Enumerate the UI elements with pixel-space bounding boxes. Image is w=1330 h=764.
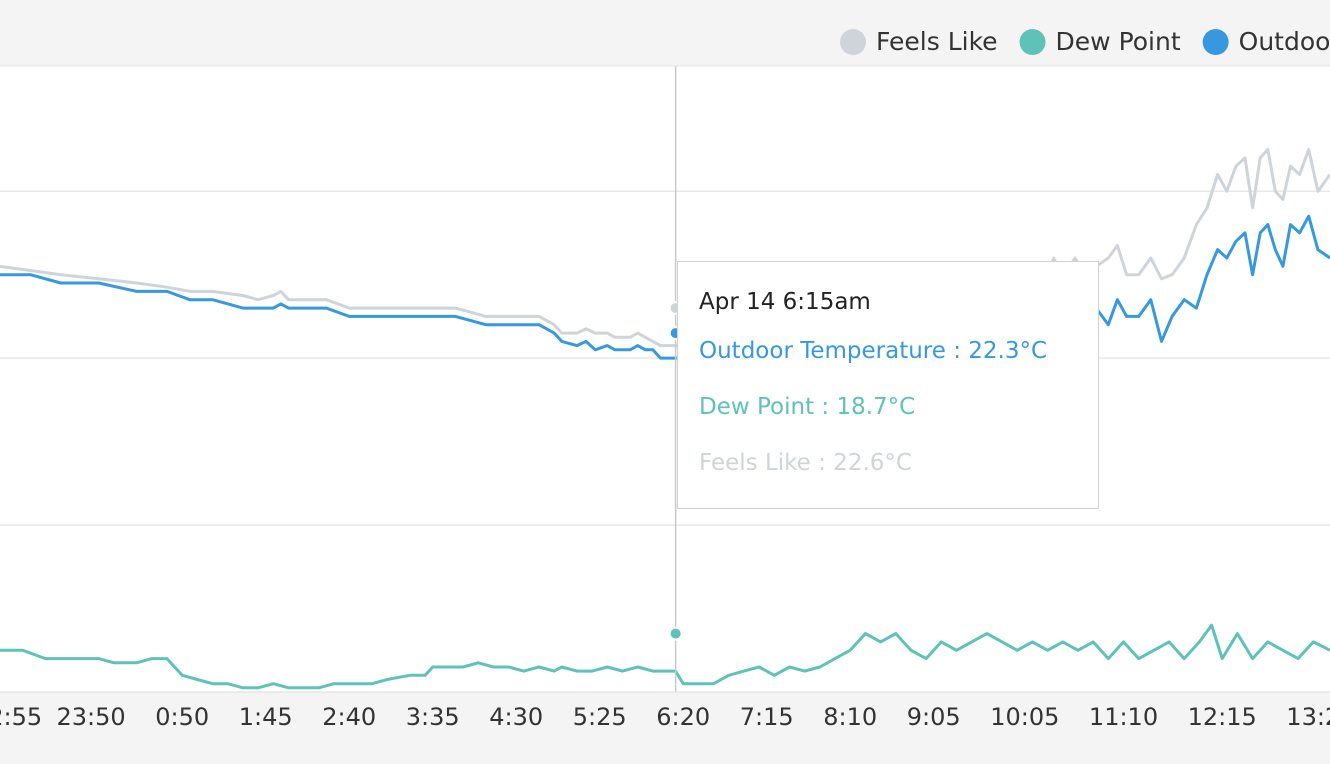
hover-marker-dew-point (668, 626, 683, 641)
x-tick-label: 13:20 (1286, 703, 1330, 731)
x-tick-label: 6:20 (656, 703, 710, 731)
x-tick-label: 8:10 (823, 703, 877, 731)
legend-swatch-feels-like[interactable] (840, 29, 866, 55)
tooltip: Apr 14 6:15am Outdoor Temperature : 22.3… (677, 261, 1099, 509)
x-tick-label: 3:35 (406, 703, 460, 731)
x-tick-label: 5:25 (573, 703, 627, 731)
tooltip-dew-point: Dew Point : 18.7°C (699, 394, 916, 420)
x-tick-label: 4:30 (489, 703, 543, 731)
plot-area (0, 66, 1330, 692)
legend-label[interactable]: Feels Like (876, 27, 998, 56)
x-tick-label: 10:05 (990, 703, 1059, 731)
x-tick-label: 1:45 (239, 703, 293, 731)
tooltip-feels-like: Feels Like : 22.6°C (699, 450, 912, 476)
tooltip-outdoor-temperature: Outdoor Temperature : 22.3°C (699, 338, 1048, 364)
legend-swatch-outdoor-temperature[interactable] (1202, 29, 1229, 55)
legend-swatch-dew-point[interactable] (1019, 29, 1046, 55)
x-tick-label: 0:50 (155, 703, 209, 731)
x-tick-label: 12:15 (1188, 703, 1257, 731)
legend-band (0, 0, 1330, 66)
x-axis-band (0, 692, 1330, 764)
legend-label[interactable]: Outdoor Temperature (1239, 27, 1330, 56)
x-tick-label: 23:50 (57, 703, 126, 731)
x-tick-label: 22:55 (0, 703, 42, 731)
x-tick-label: 2:40 (322, 703, 376, 731)
x-tick-label: 7:15 (740, 703, 794, 731)
x-axis-ticks: 22:55 23:50 0:50 1:45 2:40 3:35 4:30 5:25 6:20 7:… (0, 703, 1330, 731)
tooltip-title: Apr 14 6:15am (699, 289, 871, 315)
x-tick-label: 11:10 (1089, 703, 1158, 731)
legend[interactable]: Feels Like Dew Point Outdoor Temperature (840, 27, 1330, 56)
series-line-dew-point (0, 623, 1330, 690)
legend-label[interactable]: Dew Point (1056, 27, 1181, 56)
x-tick-label: 9:05 (907, 703, 961, 731)
